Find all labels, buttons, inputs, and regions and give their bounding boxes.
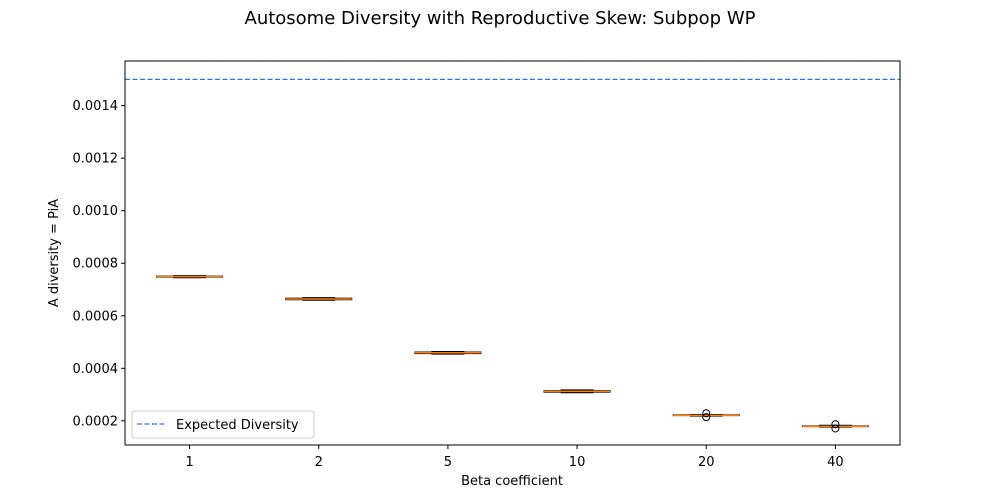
y-tick-label: 0.0006: [73, 309, 119, 324]
box-plot-40: [801, 420, 869, 433]
chart-title: Autosome Diversity with Reproductive Ske…: [245, 8, 756, 29]
x-tick-label: 20: [698, 455, 715, 470]
x-tick-label: 10: [569, 455, 586, 470]
box-plot-2: [285, 297, 353, 301]
y-tick-label: 0.0004: [73, 362, 119, 377]
y-axis-label: A diversity = PiA: [47, 199, 62, 307]
box-plots: [156, 275, 869, 433]
legend: Expected Diversity: [131, 410, 315, 439]
x-tick-label: 1: [185, 455, 193, 470]
y-tick-label: 0.0002: [73, 414, 119, 429]
outlier-point: [831, 420, 840, 429]
x-axis-label: Beta coefficient: [461, 474, 563, 489]
x-tick-label: 2: [315, 455, 323, 470]
plot-area: [124, 60, 901, 446]
y-tick-label: 0.0010: [73, 204, 119, 219]
x-tick-label: 5: [444, 455, 452, 470]
legend-label: Expected Diversity: [176, 418, 299, 433]
y-axis: 0.0002 0.0004 0.0006 0.0008 0.0010 0.0012 0.00…: [73, 99, 125, 429]
box-plot-1: [156, 275, 224, 279]
y-tick-label: 0.0014: [73, 99, 119, 114]
box-plot-10: [543, 389, 611, 394]
x-tick-label: 40: [827, 455, 844, 470]
x-axis: 1 2 5 10 20 40: [185, 445, 844, 470]
box-plot-5: [414, 350, 482, 355]
y-tick-label: 0.0008: [73, 257, 119, 272]
outlier-point: [702, 413, 711, 422]
box-plot-20: [672, 409, 740, 422]
outlier-point: [831, 424, 840, 433]
legend-frame: [131, 410, 315, 439]
y-tick-label: 0.0012: [73, 152, 119, 167]
outlier-point: [702, 409, 711, 418]
